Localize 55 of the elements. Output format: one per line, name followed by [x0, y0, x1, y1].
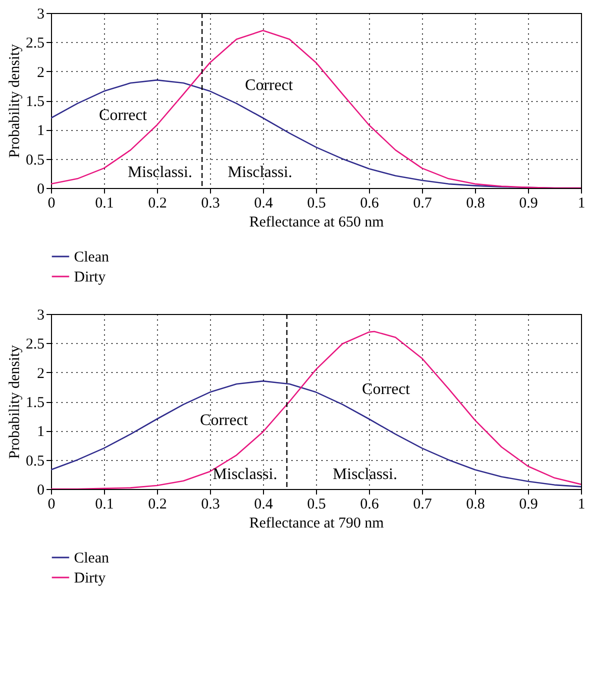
x-tick-label: 0.8 [466, 496, 485, 512]
y-axis-title: Probability density [6, 44, 23, 158]
line-series [51, 30, 581, 188]
x-tick-label: 0.1 [95, 196, 114, 212]
x-tick-label: 0.4 [254, 196, 274, 212]
legend-label: Clean [74, 550, 110, 566]
annotation: Correct [245, 77, 294, 94]
x-tick-label: 1 [578, 496, 586, 512]
x-tick-label: 0.6 [360, 196, 380, 212]
legend-label: Dirty [74, 570, 106, 586]
annotation: Misclassi. [332, 466, 398, 483]
annotation: Correct [362, 381, 411, 398]
y-tick-label: 3 [37, 6, 44, 22]
annotation: Correct [99, 107, 148, 124]
y-tick-label: 3 [37, 308, 44, 324]
y-axis-title: Probability density [6, 344, 23, 459]
x-axis-title: Reflectance at 650 nm [249, 214, 384, 230]
y-tick-label: 2 [37, 366, 44, 382]
line-series [51, 330, 581, 489]
x-tick-label: 0.5 [307, 196, 326, 212]
x-tick-label: 0.8 [466, 196, 485, 212]
y-tick-label: 1 [37, 424, 44, 440]
x-tick-label: 0.9 [519, 496, 538, 512]
y-tick-label: 2.5 [26, 36, 44, 52]
y-tick-label: 2 [37, 64, 44, 81]
annotation: Misclassi. [212, 466, 278, 483]
x-tick-label: 0.7 [413, 496, 432, 512]
x-tick-label: 0 [48, 496, 56, 512]
y-tick-label: 0.5 [26, 152, 44, 168]
annotation: Misclassi. [228, 164, 292, 181]
y-tick-label: 0 [37, 182, 44, 198]
x-tick-label: 0.2 [148, 496, 167, 512]
legend-label: Clean [74, 250, 110, 266]
y-tick-label: 1.5 [26, 395, 44, 411]
x-tick-label: 0.4 [254, 496, 274, 512]
y-tick-label: 1.5 [26, 94, 44, 110]
annotation: Misclassi. [128, 164, 192, 181]
y-tick-label: 1 [37, 123, 44, 140]
x-tick-label: 0.2 [148, 196, 167, 212]
x-tick-label: 1 [578, 196, 586, 212]
x-tick-label: 0.9 [519, 196, 538, 212]
x-tick-label: 0.6 [360, 496, 380, 512]
x-tick-label: 0.7 [413, 196, 432, 212]
x-axis-title: Reflectance at 790 nm [249, 516, 384, 532]
x-tick-label: 0.1 [95, 496, 114, 512]
x-tick-label: 0.3 [201, 196, 220, 212]
legend-label: Dirty [74, 270, 106, 286]
annotation: Correct [200, 412, 249, 429]
x-tick-label: 0.5 [307, 496, 326, 512]
y-tick-label: 0.5 [26, 453, 44, 470]
y-tick-label: 0 [37, 482, 44, 498]
y-tick-label: 2.5 [26, 336, 44, 353]
line-series [51, 380, 581, 488]
x-tick-label: 0 [48, 196, 56, 212]
x-tick-label: 0.3 [201, 496, 220, 512]
